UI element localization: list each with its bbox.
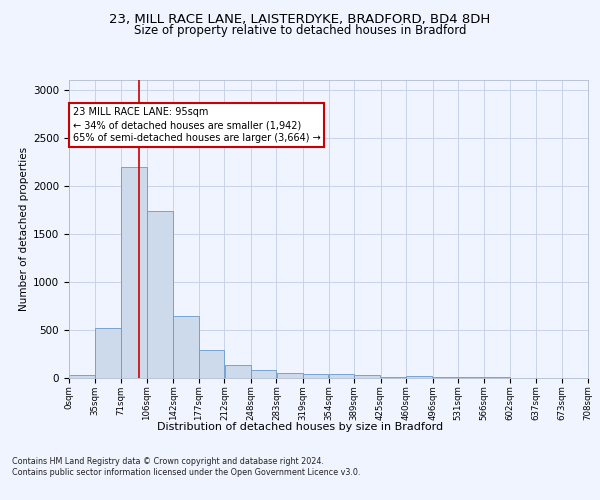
Bar	[199, 350, 224, 378]
Bar	[173, 316, 199, 378]
Text: 23 MILL RACE LANE: 95sqm
← 34% of detached houses are smaller (1,942)
65% of sem: 23 MILL RACE LANE: 95sqm ← 34% of detach…	[73, 107, 320, 144]
Bar	[277, 373, 303, 378]
Bar	[406, 376, 433, 378]
Text: Size of property relative to detached houses in Bradford: Size of property relative to detached ho…	[134, 24, 466, 37]
Bar	[329, 374, 354, 378]
Y-axis label: Number of detached properties: Number of detached properties	[19, 146, 29, 311]
Bar	[380, 376, 406, 378]
Bar	[69, 374, 95, 378]
Text: 23, MILL RACE LANE, LAISTERDYKE, BRADFORD, BD4 8DH: 23, MILL RACE LANE, LAISTERDYKE, BRADFOR…	[109, 12, 491, 26]
Bar	[95, 328, 121, 378]
Bar	[251, 370, 277, 378]
Bar	[147, 212, 173, 378]
Bar	[224, 365, 251, 378]
Bar	[303, 374, 328, 378]
Text: Contains HM Land Registry data © Crown copyright and database right 2024.
Contai: Contains HM Land Registry data © Crown c…	[12, 458, 361, 477]
Bar	[121, 168, 146, 378]
Text: Distribution of detached houses by size in Bradford: Distribution of detached houses by size …	[157, 422, 443, 432]
Bar	[354, 375, 380, 378]
